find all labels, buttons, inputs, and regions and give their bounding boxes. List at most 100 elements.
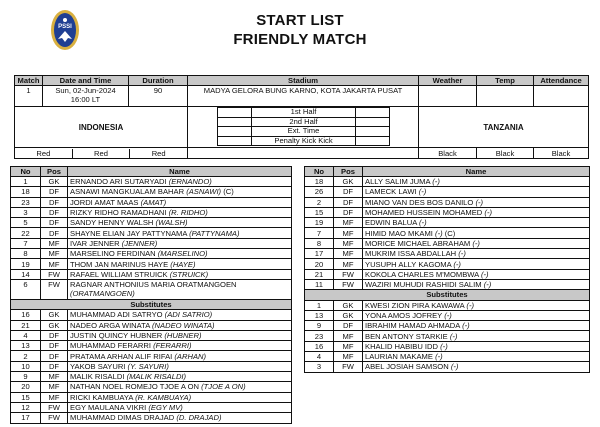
player-name-cell: NATHAN NOEL ROMEJO TJOE A ON (TJOE A ON) xyxy=(67,381,292,393)
home-lineup-table: No Pos Name 1 GK ERNANDO ARI SUTARYADI (ERNAN… xyxy=(10,166,292,424)
player-number: 9 xyxy=(10,371,41,383)
player-position: FW xyxy=(40,278,68,300)
header-name: Name xyxy=(362,166,590,177)
player-number: 26 xyxy=(304,186,334,198)
player-number: 4 xyxy=(304,351,334,363)
player-row: 3 FW ABEL JOSIAH SAMSON (-) xyxy=(304,361,590,373)
player-number: 16 xyxy=(304,340,334,353)
player-alias: (MARSELINO) xyxy=(157,249,208,259)
player-name: MUHAMMAD FERARRI xyxy=(70,341,151,351)
player-name: THOM JAN MARINUS HAYE xyxy=(70,259,169,269)
player-number: 19 xyxy=(10,258,41,270)
player-name-cell: RICKI KAMBUAYA (R. KAMBUAYA) xyxy=(67,391,292,403)
player-name-cell: SHAYNE ELIAN JAY PATTYNAMA (PATTYNAMA) xyxy=(67,227,292,239)
player-position: MF xyxy=(40,391,68,403)
player-name-cell: JUSTIN QUINCY HUBNER (HUBNER) xyxy=(67,329,292,342)
player-name: KOKOLA CHARLES M'MOMBWA xyxy=(365,269,479,279)
away-score xyxy=(355,126,390,137)
player-name: SANDY HENNY WALSH xyxy=(70,218,154,228)
player-number: 7 xyxy=(304,227,334,239)
player-row: 21 FW KOKOLA CHARLES M'MOMBWA (-) xyxy=(304,268,590,280)
away-score xyxy=(355,116,390,127)
player-name-cell: BEN ANTONY STARKIE (-) xyxy=(362,330,590,342)
player-name: ALLY SALIM JUMA xyxy=(365,177,431,187)
player-row: 1 GK KWESI ZION PIRA KAWAWA (-) xyxy=(304,299,590,311)
player-name-cell: ASNAWI MANGKUALAM BAHAR (ASNAWI) (C) xyxy=(67,186,292,198)
player-position: DF xyxy=(40,340,68,352)
player-alias: (EGY MV) xyxy=(148,403,183,413)
player-alias: (-) xyxy=(449,331,458,341)
player-name: HIMID MAO MKAMI xyxy=(365,228,433,238)
player-name: PRATAMA ARHAN ALIF RIFAI xyxy=(70,351,173,361)
player-alias: (D. DRAJAD) xyxy=(176,413,222,423)
player-alias: (MALIK RISALDI) xyxy=(126,372,187,382)
player-position: DF xyxy=(333,186,363,198)
player-row: 15 MF RICKI KAMBUAYA (R. KAMBUAYA) xyxy=(10,391,292,403)
player-name-cell: KHALID HABIBU IDD (-) xyxy=(362,340,590,353)
player-position: MF xyxy=(40,237,68,250)
player-position: FW xyxy=(333,268,363,280)
player-name-cell: WAZIRI MUHUDI RASHIDI SALIM (-) xyxy=(362,278,590,291)
player-row: 19 MF EDWIN BALUA (-) xyxy=(304,217,590,229)
player-name-cell: YONA AMOS JOFREY (-) xyxy=(362,309,590,322)
player-alias: (-) xyxy=(475,197,484,207)
match-number: 1 xyxy=(14,85,43,107)
player-row: 16 MF KHALID HABIBU IDD (-) xyxy=(304,340,590,353)
player-row: 4 DF JUSTIN QUINCY HUBNER (HUBNER) xyxy=(10,329,292,342)
player-position: FW xyxy=(333,361,363,373)
player-number: 11 xyxy=(304,278,334,291)
player-name: MOHAMED HUSSEIN MOHAMED xyxy=(365,208,483,218)
player-name: RAFAEL WILLIAM STRUICK xyxy=(70,269,168,279)
substitutes-header: Substitutes xyxy=(304,289,590,301)
player-position: MF xyxy=(333,217,363,229)
player-position: DF xyxy=(333,206,363,219)
home-kit-color: Red xyxy=(73,148,131,158)
player-position: DF xyxy=(40,217,68,229)
header-stadium: Stadium xyxy=(187,75,419,86)
player-alias: (-) xyxy=(483,280,492,290)
match-time: 16:00 LT xyxy=(70,95,101,104)
player-name-cell: THOM JAN MARINUS HAYE (HAYE) xyxy=(67,258,292,270)
player-position: DF xyxy=(40,227,68,239)
player-number: 17 xyxy=(304,248,334,260)
player-number: 13 xyxy=(304,309,334,322)
player-number: 2 xyxy=(304,196,334,208)
player-alias: (R. RIDHO) xyxy=(168,208,208,218)
document-subtitle: FRIENDLY MATCH xyxy=(233,31,367,48)
player-name: EDWIN BALUA xyxy=(365,218,417,228)
player-name: ABEL JOSIAH SAMSON xyxy=(365,362,449,372)
player-row: 17 FW MUHAMMAD DIMAS DRAJAD (D. DRAJAD) xyxy=(10,412,292,424)
player-name: NATHAN NOEL ROMEJO TJOE A ON xyxy=(70,382,199,392)
header-pos: Pos xyxy=(333,166,363,177)
player-row: 19 MF THOM JAN MARINUS HAYE (HAYE) xyxy=(10,258,292,270)
player-name: MIANO VAN DES BOS DANILO xyxy=(365,197,474,207)
player-row: 13 DF MUHAMMAD FERARRI (FERARRI) xyxy=(10,340,292,352)
player-alias: (-) xyxy=(462,321,470,331)
player-name-cell: MIANO VAN DES BOS DANILO (-) xyxy=(362,196,590,208)
player-position: DF xyxy=(40,329,68,342)
player-row: 17 MF MUKRIM ISSA ABDALLAH (-) xyxy=(304,248,590,260)
match-weather xyxy=(418,85,477,107)
player-row: 22 DF SHAYNE ELIAN JAY PATTYNAMA (PATTYNAM… xyxy=(10,227,292,239)
player-row: 13 GK YONA AMOS JOFREY (-) xyxy=(304,309,590,322)
player-number: 4 xyxy=(10,329,41,342)
player-alias: (-) xyxy=(484,208,493,218)
player-captain: (C) xyxy=(223,187,234,197)
player-name: BEN ANTONY STARKIE xyxy=(365,331,448,341)
player-position: MF xyxy=(333,237,363,250)
player-number: 12 xyxy=(10,401,41,414)
player-row: 12 FW EGY MAULANA VIKRI (EGY MV) xyxy=(10,401,292,414)
player-row: 2 DF MIANO VAN DES BOS DANILO (-) xyxy=(304,196,590,208)
player-position: GK xyxy=(40,309,68,321)
player-name: YONA AMOS JOFREY xyxy=(365,311,443,320)
player-row: 23 MF BEN ANTONY STARKIE (-) xyxy=(304,330,590,342)
player-row: 16 GK MUHAMMAD ADI SATRYO (ADI SATRIO) xyxy=(10,309,292,321)
player-number: 8 xyxy=(10,248,41,260)
header-no: No xyxy=(10,166,41,177)
player-name-cell: LAURIAN MAKAME (-) xyxy=(362,351,590,363)
match-info-table: Match Date and Time Duration Stadium Wea… xyxy=(14,75,589,159)
match-date-time: Sun, 02-Jun-2024 16:00 LT xyxy=(42,85,129,107)
home-score xyxy=(217,126,252,137)
player-position: MF xyxy=(333,258,363,270)
player-position: MF xyxy=(333,227,363,239)
